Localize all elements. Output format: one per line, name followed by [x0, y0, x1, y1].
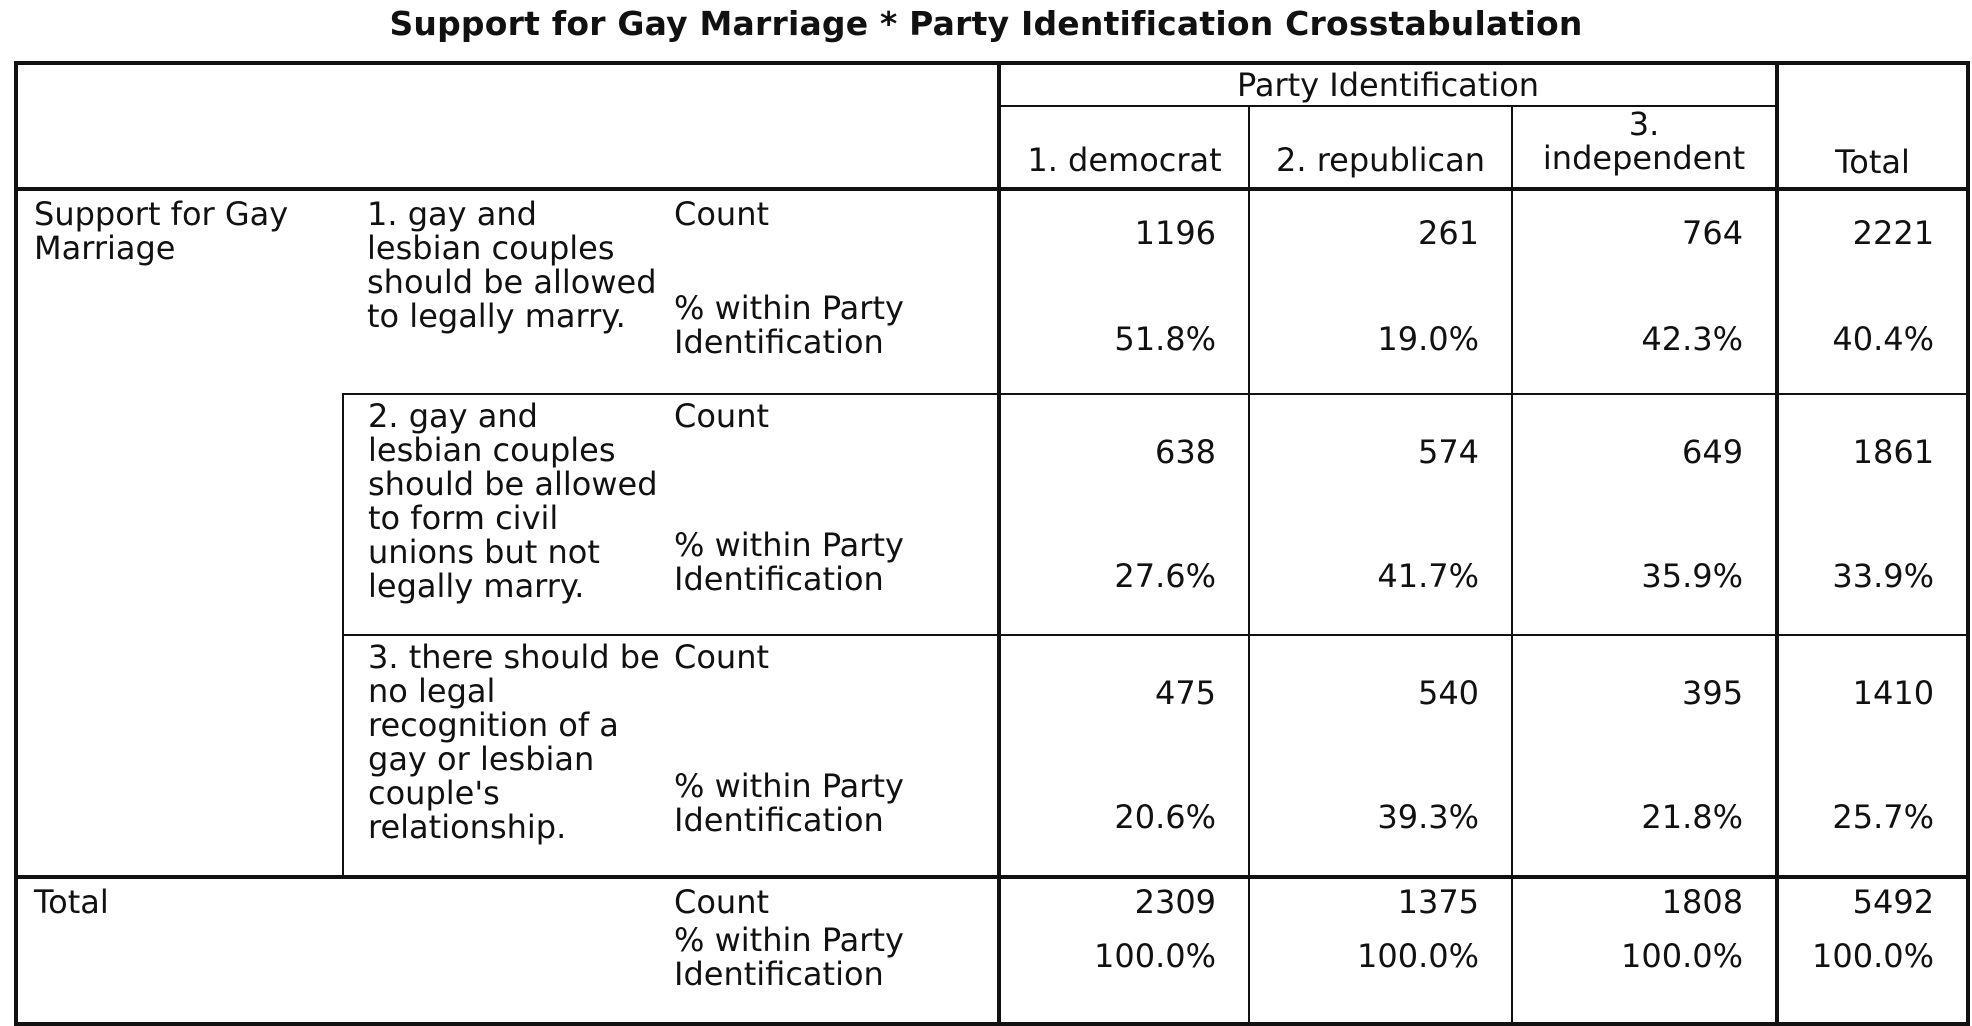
category-label-1: 1. gay and lesbian couples should be all…	[343, 189, 668, 395]
total-count: 5492	[1775, 877, 1969, 921]
cell-pct: 42.3%	[1511, 275, 1778, 395]
cell-pct: 19.0%	[1248, 275, 1513, 395]
total-count: 1808	[1511, 877, 1778, 921]
stat-label-pct: % within Party Identification	[668, 749, 1000, 879]
total-pct: 100.0%	[997, 921, 1250, 1024]
stat-label-count: Count	[674, 397, 770, 435]
category-label-2: 2. gay and lesbian couples should be all…	[342, 394, 668, 636]
column-header-total: Total	[1775, 63, 1969, 191]
cell-count: 638	[997, 394, 1250, 508]
cell-count: 475	[997, 635, 1250, 749]
stat-label-count: Count	[674, 638, 770, 676]
cell-pct: 33.9%	[1775, 508, 1969, 636]
column-header-republican: 2. republican	[1248, 106, 1513, 191]
column-group-label: Party Identification	[997, 63, 1778, 107]
cell-count: 1410	[1775, 635, 1969, 749]
cell-count: 649	[1511, 394, 1778, 508]
stat-label-count: Count	[674, 883, 770, 921]
crosstab-table: Party Identification Total 1. democrat 2…	[14, 61, 1971, 1026]
column-header-independent: 3. independent	[1511, 106, 1778, 191]
total-count: 1375	[1248, 877, 1513, 921]
cell-pct: 25.7%	[1775, 749, 1969, 879]
total-row-label: Total	[34, 883, 109, 921]
row-variable-label: Support for Gay Marriage	[16, 189, 343, 879]
cell-count: 1196	[997, 189, 1250, 275]
column-header-democrat: 1. democrat	[997, 106, 1250, 191]
cell-count: 574	[1248, 394, 1513, 508]
cell-pct: 51.8%	[997, 275, 1250, 395]
cell-count: 540	[1248, 635, 1513, 749]
header-corner	[16, 63, 1000, 191]
cell-pct: 35.9%	[1511, 508, 1778, 636]
cell-count: 261	[1248, 189, 1513, 275]
cell-count: 395	[1511, 635, 1778, 749]
cell-pct: 21.8%	[1511, 749, 1778, 879]
table-title: Support for Gay Marriage * Party Identif…	[389, 4, 1583, 43]
cell-pct: 40.4%	[1775, 275, 1969, 395]
stat-label-pct: % within Party Identification	[668, 508, 1000, 636]
stat-label-count: Count	[674, 195, 770, 233]
total-pct: 100.0%	[1775, 921, 1969, 1024]
cell-count: 2221	[1775, 189, 1969, 275]
cell-pct: 39.3%	[1248, 749, 1513, 879]
cell-count: 764	[1511, 189, 1778, 275]
cell-pct: 41.7%	[1248, 508, 1513, 636]
stat-label-pct: % within Party Identification	[674, 921, 904, 993]
cell-pct: 20.6%	[997, 749, 1250, 879]
cell-pct: 27.6%	[997, 508, 1250, 636]
stat-label-pct: % within Party Identification	[668, 275, 1000, 395]
total-pct: 100.0%	[1248, 921, 1513, 1024]
category-label-3: 3. there should be no legal recognition …	[342, 635, 668, 879]
total-count: 2309	[997, 877, 1250, 921]
total-pct: 100.0%	[1511, 921, 1778, 1024]
cell-count: 1861	[1775, 394, 1969, 508]
